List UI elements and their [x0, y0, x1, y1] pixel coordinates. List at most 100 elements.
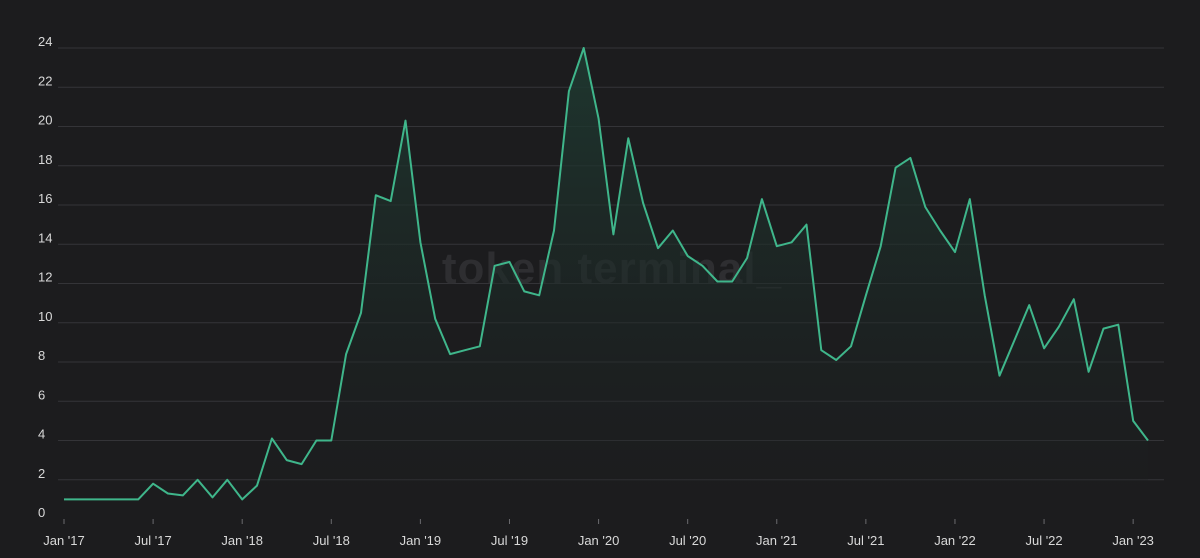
data-point [1042, 346, 1046, 350]
series-area [64, 48, 1148, 519]
data-point [270, 437, 274, 441]
data-point [908, 156, 912, 160]
data-point [1102, 327, 1106, 331]
x-tick-label: Jan '21 [756, 533, 798, 548]
data-point [715, 280, 719, 284]
x-tick-label: Jan '23 [1112, 533, 1154, 548]
data-point [626, 136, 630, 140]
data-point [329, 439, 333, 443]
y-tick-label: 12 [38, 270, 52, 285]
data-point [894, 166, 898, 170]
y-tick-label: 22 [38, 73, 52, 88]
data-point [641, 201, 645, 205]
data-point [1116, 323, 1120, 327]
data-point [582, 46, 586, 50]
data-point [508, 260, 512, 264]
data-point [968, 197, 972, 201]
data-point [834, 358, 838, 362]
x-tick-label: Jan '19 [400, 533, 442, 548]
data-point [62, 497, 66, 501]
x-tick-label: Jan '17 [43, 533, 85, 548]
data-point [537, 293, 541, 297]
data-point [805, 223, 809, 227]
x-tick-label: Jan '22 [934, 533, 976, 548]
data-point [879, 244, 883, 248]
x-tick-label: Jan '20 [578, 533, 620, 548]
data-point [522, 289, 526, 293]
x-tick-label: Jul '20 [669, 533, 706, 548]
y-tick-label: 0 [38, 505, 45, 520]
data-point [953, 250, 957, 254]
data-point [314, 439, 318, 443]
data-point [92, 497, 96, 501]
data-point [211, 495, 215, 499]
data-point [166, 492, 170, 496]
data-point [923, 205, 927, 209]
data-point [433, 317, 437, 321]
data-point [463, 348, 467, 352]
data-point [374, 193, 378, 197]
series-line [64, 47, 1149, 501]
data-point [1057, 325, 1061, 329]
data-point [478, 344, 482, 348]
data-point [1072, 297, 1076, 301]
data-point [849, 344, 853, 348]
data-point [671, 229, 675, 233]
data-point [552, 229, 556, 233]
data-point [597, 117, 601, 121]
data-point [1146, 439, 1150, 443]
data-point [686, 254, 690, 258]
y-tick-label: 6 [38, 387, 45, 402]
data-point [819, 348, 823, 352]
data-point [225, 478, 229, 482]
data-point [983, 293, 987, 297]
data-point [389, 199, 393, 203]
data-point [864, 293, 868, 297]
y-tick-label: 14 [38, 230, 52, 245]
data-point [567, 89, 571, 93]
x-tick-label: Jul '19 [491, 533, 528, 548]
data-point [1087, 370, 1091, 374]
data-point [77, 497, 81, 501]
data-point [240, 497, 244, 501]
y-tick-label: 18 [38, 152, 52, 167]
data-point [760, 197, 764, 201]
data-point [344, 352, 348, 356]
data-point [181, 493, 185, 497]
data-point [611, 232, 615, 236]
y-tick-label: 16 [38, 191, 52, 206]
data-point [196, 478, 200, 482]
data-point [300, 462, 304, 466]
data-point [359, 311, 363, 315]
x-tick-label: Jul '22 [1025, 533, 1062, 548]
data-point [1012, 338, 1016, 342]
data-point [285, 458, 289, 462]
data-point [745, 256, 749, 260]
y-tick-label: 2 [38, 466, 45, 481]
data-point [790, 240, 794, 244]
data-point [1131, 419, 1135, 423]
data-point [775, 244, 779, 248]
data-point [701, 264, 705, 268]
data-point [493, 264, 497, 268]
data-point [656, 246, 660, 250]
x-tick-label: Jan '18 [221, 533, 263, 548]
x-tick-label: Jul '21 [847, 533, 884, 548]
data-point [730, 280, 734, 284]
y-tick-label: 4 [38, 427, 45, 442]
y-tick-label: 24 [38, 34, 52, 49]
data-point [107, 497, 111, 501]
data-point [121, 497, 125, 501]
data-point [255, 484, 259, 488]
x-axis: Jan '17 Jul '17 Jan '18 Jul '18 Jan '19 Jul '… [43, 519, 1154, 548]
data-point [448, 352, 452, 356]
data-point [1027, 303, 1031, 307]
data-point [151, 482, 155, 486]
y-tick-label: 8 [38, 348, 45, 363]
data-point [998, 374, 1002, 378]
x-tick-label: Jul '17 [135, 533, 172, 548]
x-tick-label: Jul '18 [313, 533, 350, 548]
